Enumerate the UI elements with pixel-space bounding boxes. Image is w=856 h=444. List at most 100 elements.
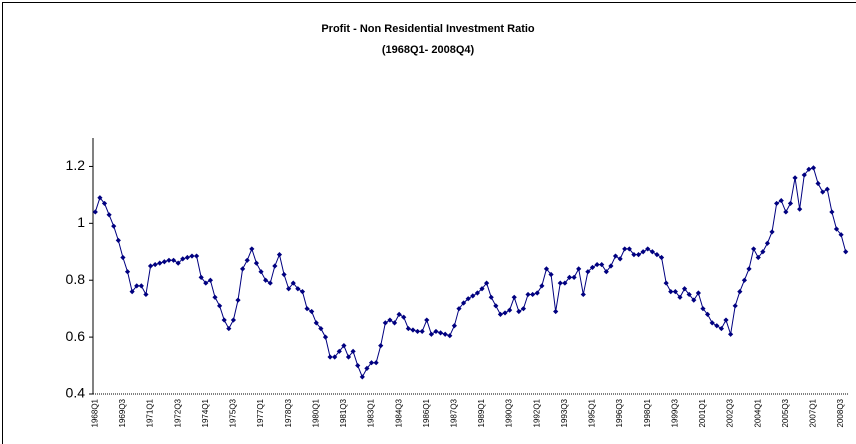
point-marker — [751, 246, 757, 252]
point-marker — [833, 226, 840, 232]
point-marker — [115, 237, 121, 243]
point-marker — [263, 277, 269, 283]
point-marker — [829, 209, 835, 215]
point-marker — [152, 261, 158, 268]
point-marker — [810, 165, 817, 171]
x-tick-label: 1993Q3 — [560, 398, 569, 427]
point-marker — [806, 166, 812, 172]
point-marker — [557, 280, 563, 286]
point-marker — [654, 252, 660, 258]
point-marker — [594, 261, 600, 268]
point-marker — [442, 331, 448, 337]
point-marker — [267, 280, 273, 286]
point-marker — [516, 308, 522, 315]
point-marker — [345, 354, 352, 360]
point-marker — [207, 277, 213, 283]
point-marker — [391, 320, 398, 326]
point-marker — [520, 306, 527, 312]
x-tick-label: 2005Q3 — [781, 398, 790, 427]
point-marker — [120, 254, 126, 261]
point-marker — [838, 232, 844, 238]
point-marker — [470, 293, 476, 299]
point-marker — [774, 200, 780, 207]
point-marker — [497, 311, 504, 317]
x-tick-label: 1996Q3 — [615, 398, 624, 427]
x-tick-label: 2008Q3 — [836, 398, 845, 427]
point-marker — [249, 246, 255, 252]
x-tick-label: 1975Q3 — [229, 398, 238, 427]
point-marker — [433, 328, 439, 335]
point-marker — [322, 334, 329, 340]
x-tick-label: 1972Q3 — [173, 398, 182, 427]
point-marker — [576, 266, 582, 272]
x-tick-label: 2004Q1 — [753, 398, 762, 427]
point-marker — [484, 280, 490, 286]
point-marker — [111, 223, 117, 229]
point-marker — [410, 327, 416, 333]
point-marker — [401, 314, 407, 320]
point-marker — [792, 175, 798, 181]
point-marker — [741, 277, 748, 283]
point-marker — [405, 325, 411, 332]
point-marker — [258, 269, 264, 275]
point-marker — [502, 310, 508, 316]
point-marker — [299, 289, 306, 295]
point-marker — [631, 252, 637, 258]
point-marker — [797, 206, 803, 212]
x-tick-label: 1978Q3 — [284, 398, 293, 427]
point-marker — [419, 328, 425, 335]
point-marker — [585, 269, 591, 275]
x-tick-label: 2001Q1 — [698, 398, 707, 427]
point-marker — [580, 291, 586, 298]
x-tick-label: 1989Q1 — [477, 398, 486, 427]
x-tick-label: 1980Q1 — [311, 398, 320, 427]
x-tick-label: 1984Q3 — [394, 398, 403, 427]
point-marker — [686, 291, 692, 298]
point-marker — [368, 360, 375, 366]
x-tick-label: 1987Q3 — [449, 398, 458, 427]
point-marker — [281, 271, 287, 278]
point-marker — [309, 308, 315, 315]
x-tick-label: 1977Q1 — [256, 398, 265, 427]
point-marker — [447, 333, 453, 339]
x-tick-label: 1999Q3 — [670, 398, 679, 427]
point-marker — [645, 246, 651, 252]
x-tick-label: 1981Q3 — [339, 398, 348, 427]
point-marker — [714, 323, 720, 329]
point-marker — [787, 200, 794, 207]
point-marker — [681, 286, 688, 292]
point-marker — [640, 249, 646, 255]
y-tick-label: 1 — [77, 214, 85, 230]
point-marker — [451, 323, 457, 329]
point-marker — [364, 365, 370, 371]
point-marker — [530, 291, 536, 298]
point-marker — [732, 303, 738, 309]
point-marker — [474, 290, 481, 296]
point-marker — [801, 172, 807, 178]
point-marker — [124, 269, 131, 275]
point-marker — [129, 289, 135, 295]
chart-title: Profit - Non Residential Investment Rati… — [321, 23, 535, 35]
point-marker — [566, 274, 573, 280]
point-marker — [691, 297, 697, 303]
point-marker — [728, 331, 734, 337]
x-tick-label: 1983Q1 — [367, 398, 376, 427]
point-marker — [562, 280, 568, 286]
point-marker — [295, 286, 301, 292]
point-marker — [161, 259, 167, 265]
point-marker — [599, 261, 605, 268]
point-marker — [101, 200, 108, 207]
point-marker — [737, 289, 743, 295]
point-marker — [92, 209, 98, 215]
point-marker — [820, 189, 826, 195]
point-marker — [746, 266, 752, 272]
point-marker — [166, 257, 172, 263]
point-marker — [217, 303, 223, 309]
x-tick-label: 1992Q1 — [532, 398, 541, 427]
point-marker — [465, 296, 471, 302]
point-marker — [764, 240, 771, 246]
y-tick-label: 0.8 — [66, 271, 86, 287]
point-marker — [460, 300, 467, 306]
x-tick-label: 1998Q1 — [643, 398, 652, 427]
point-marker — [396, 311, 402, 317]
